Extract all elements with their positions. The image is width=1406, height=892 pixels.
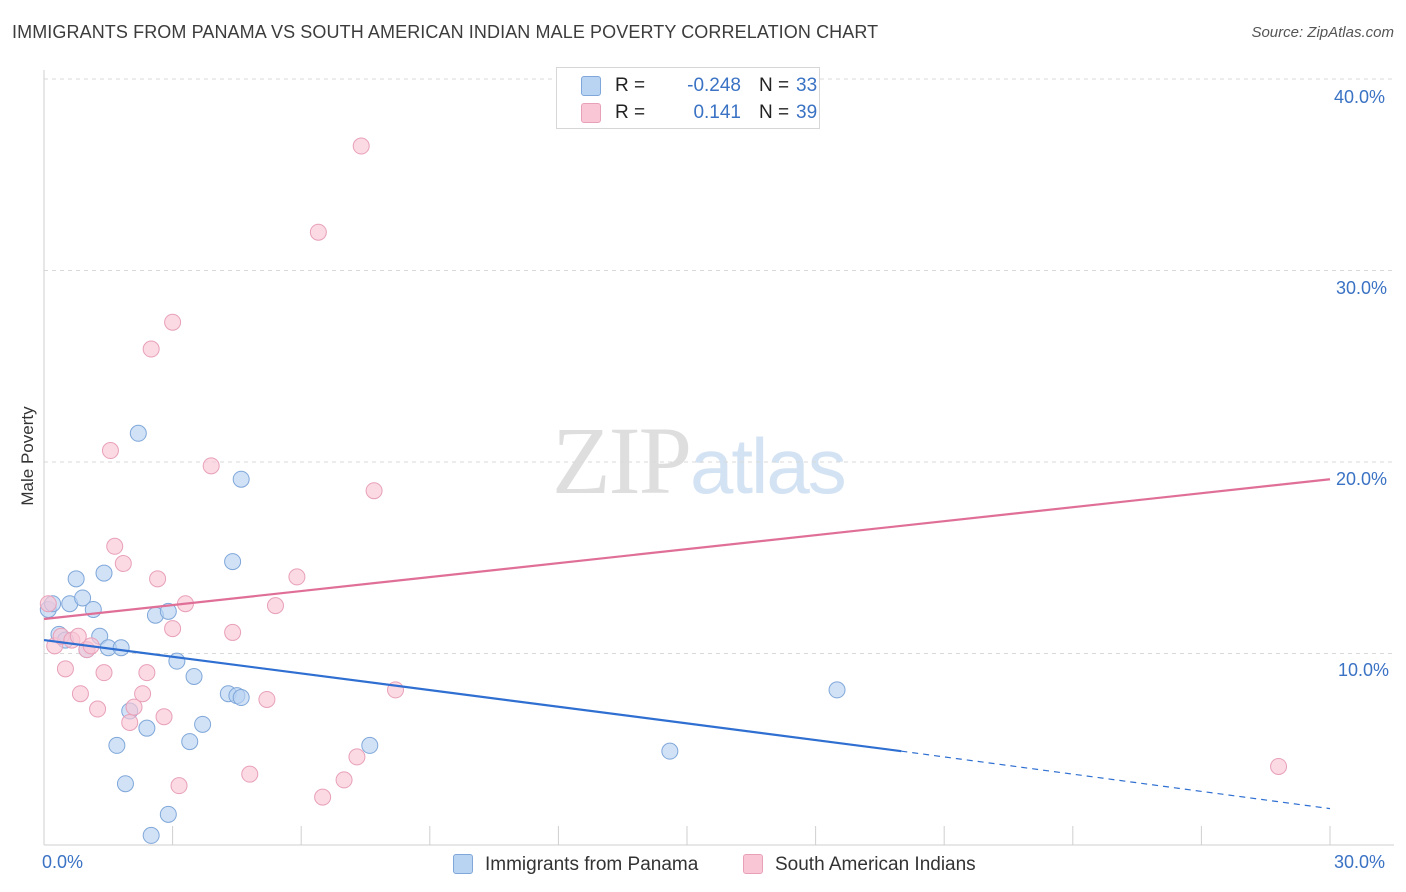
correlation-legend: R = -0.248 N = 33 R = 0.141 N = 39 bbox=[556, 67, 820, 129]
south-american-indian-point bbox=[365, 482, 383, 500]
legend-r-label: R = bbox=[615, 75, 646, 96]
panama-point bbox=[224, 553, 242, 571]
watermark-zip: ZIP bbox=[552, 407, 692, 514]
south-american-indian-trend-line bbox=[43, 478, 1331, 621]
south-american-indian-point bbox=[258, 690, 276, 708]
south-american-indian-point bbox=[106, 537, 124, 555]
south-american-indian-point bbox=[101, 442, 119, 460]
south-american-indian-point bbox=[309, 223, 327, 241]
bottom-legend-swatch-pink bbox=[743, 854, 763, 874]
panama-point bbox=[159, 602, 177, 620]
bottom-legend-label: Immigrants from Panama bbox=[485, 854, 699, 875]
panama-point bbox=[185, 667, 203, 685]
watermark-atlas: atlas bbox=[690, 422, 847, 510]
legend-n-value: 39 bbox=[796, 102, 818, 123]
south-american-indian-point bbox=[142, 340, 160, 358]
panama-point bbox=[74, 589, 92, 607]
south-american-indian-point bbox=[114, 554, 132, 572]
legend-r-label: R = bbox=[615, 102, 646, 123]
south-american-indian-point bbox=[164, 620, 182, 638]
bottom-legend-south-american-indians: South American Indians bbox=[743, 852, 1023, 878]
panama-point bbox=[95, 564, 113, 582]
south-american-indian-point bbox=[125, 698, 143, 716]
bottom-legend-panama: Immigrants from Panama bbox=[453, 852, 733, 878]
panama-point bbox=[232, 689, 250, 707]
south-american-indian-point bbox=[164, 313, 182, 331]
south-american-indian-point bbox=[56, 660, 74, 678]
south-american-indian-point bbox=[266, 597, 284, 615]
south-american-indian-point bbox=[39, 595, 57, 613]
y-tick-label-40: 40.0% bbox=[1334, 87, 1386, 107]
panama-point bbox=[108, 736, 126, 754]
bottom-legend-swatch-blue bbox=[453, 854, 473, 874]
legend-n-label: N = bbox=[759, 102, 790, 123]
panama-point bbox=[159, 805, 177, 823]
panama-point bbox=[67, 570, 85, 588]
south-american-indian-point bbox=[138, 664, 156, 682]
south-american-indian-point bbox=[352, 137, 370, 155]
panama-point bbox=[661, 742, 679, 760]
legend-n-label: N = bbox=[759, 75, 790, 96]
south-american-indian-point bbox=[335, 771, 353, 789]
panama-trend-line-extension bbox=[901, 750, 1331, 810]
source-credit: Source: ZipAtlas.com bbox=[1251, 24, 1394, 41]
x-tick-label-max: 30.0% bbox=[1334, 852, 1386, 872]
south-american-indian-point bbox=[170, 777, 188, 795]
panama-point bbox=[828, 681, 846, 699]
south-american-indian-point bbox=[314, 788, 332, 806]
south-american-indian-point bbox=[1270, 757, 1288, 775]
panama-point bbox=[232, 470, 250, 488]
south-american-indian-point bbox=[71, 685, 89, 703]
south-american-indian-point bbox=[95, 664, 113, 682]
legend-r-value: 0.141 bbox=[693, 102, 741, 123]
legend-swatch-blue bbox=[581, 76, 601, 96]
panama-trend-line bbox=[43, 639, 902, 753]
panama-point bbox=[138, 719, 156, 737]
south-american-indian-point bbox=[89, 700, 107, 718]
panama-point bbox=[112, 639, 130, 657]
legend-r-value: -0.248 bbox=[687, 75, 741, 96]
south-american-indian-point bbox=[155, 708, 173, 726]
bottom-legend-label: South American Indians bbox=[775, 854, 976, 875]
panama-point bbox=[129, 424, 147, 442]
panama-point bbox=[361, 736, 379, 754]
south-american-indian-point bbox=[348, 748, 366, 766]
chart-title: IMMIGRANTS FROM PANAMA VS SOUTH AMERICAN… bbox=[12, 22, 879, 42]
south-american-indian-point bbox=[241, 765, 259, 783]
south-american-indian-point bbox=[288, 568, 306, 586]
panama-point bbox=[194, 715, 212, 733]
y-tick-label-20: 20.0% bbox=[1336, 469, 1388, 489]
y-axis-label: Male Poverty bbox=[18, 406, 37, 506]
y-tick-label-10: 10.0% bbox=[1338, 660, 1390, 680]
x-tick-label-min: 0.0% bbox=[42, 852, 84, 872]
legend-swatch-pink bbox=[581, 103, 601, 123]
south-american-indian-point bbox=[121, 713, 139, 731]
south-american-indian-point bbox=[202, 457, 220, 475]
panama-point bbox=[142, 826, 160, 844]
panama-point bbox=[181, 733, 199, 751]
y-tick-label-30: 30.0% bbox=[1336, 278, 1388, 298]
south-american-indian-point bbox=[134, 685, 152, 703]
panama-point bbox=[116, 775, 134, 793]
south-american-indian-point bbox=[224, 623, 242, 641]
watermark: ZIPatlas bbox=[552, 405, 847, 516]
south-american-indian-point bbox=[149, 570, 167, 588]
legend-n-value: 33 bbox=[796, 75, 818, 96]
